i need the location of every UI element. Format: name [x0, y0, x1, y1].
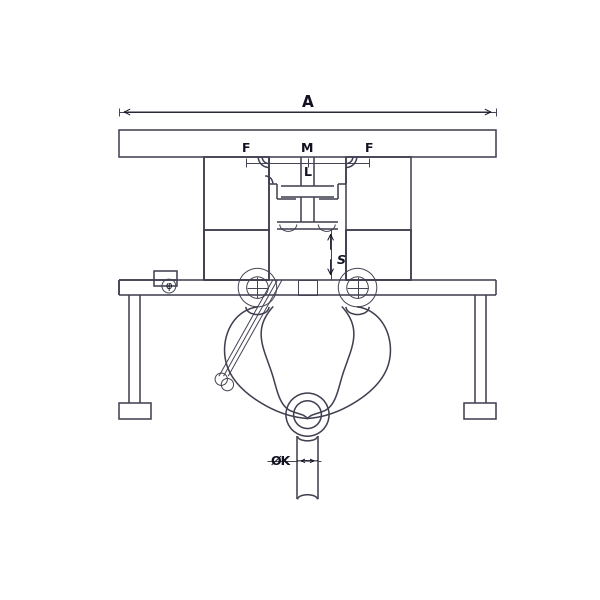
Text: A: A: [302, 95, 313, 110]
Bar: [298, 280, 317, 295]
Bar: [203, 230, 269, 280]
Bar: [119, 403, 151, 419]
Bar: [346, 230, 412, 280]
Bar: [203, 157, 269, 230]
Text: φ: φ: [166, 281, 172, 291]
Bar: [119, 130, 496, 157]
Text: ØK: ØK: [271, 454, 292, 467]
Bar: [464, 403, 496, 419]
Text: F: F: [242, 142, 250, 155]
Text: M: M: [301, 142, 314, 155]
Text: F: F: [365, 142, 373, 155]
Text: S: S: [337, 254, 346, 267]
Bar: [346, 157, 412, 230]
Text: L: L: [304, 166, 311, 179]
Bar: [154, 271, 176, 286]
